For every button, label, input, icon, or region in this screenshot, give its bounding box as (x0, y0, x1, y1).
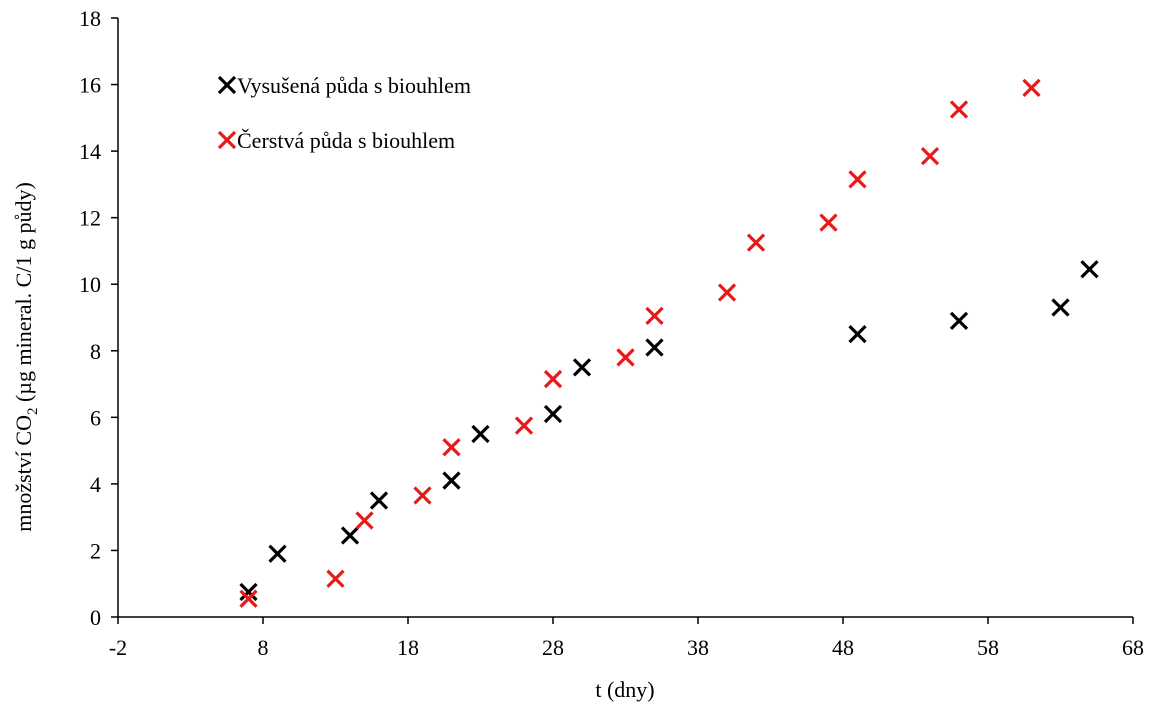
legend-marker-series-1 (217, 75, 237, 95)
legend: Vysušená půda s biouhlem Čerstvá půda s b… (217, 73, 471, 153)
data-point-series-1 (369, 491, 389, 510)
data-point-series-2 (442, 438, 461, 457)
x-tick-label: 68 (1122, 635, 1144, 660)
axes (117, 18, 1133, 618)
x-tick-label: -2 (109, 635, 127, 660)
data-point-series-1 (543, 404, 563, 424)
data-point-series-2 (543, 369, 563, 389)
legend-label-series-2: Čerstvá půda s biouhlem (237, 128, 455, 153)
y-tick-label: 16 (79, 73, 101, 98)
y-tick-label: 8 (90, 339, 101, 364)
y-tick-label: 4 (90, 472, 101, 497)
legend-label-series-1: Vysušená půda s biouhlem (237, 73, 471, 98)
data-point-series-1 (645, 338, 664, 357)
y-tick-label: 12 (79, 206, 101, 231)
x-tick-label: 28 (542, 635, 564, 660)
data-point-series-2 (1022, 78, 1041, 98)
y-ticks: 0 2 4 6 8 10 12 14 16 18 (79, 6, 118, 630)
data-point-series-1 (1051, 298, 1070, 317)
y-axis-title-subscript: 2 (25, 408, 41, 416)
data-point-series-1 (848, 325, 867, 344)
y-tick-label: 6 (90, 405, 101, 430)
data-point-series-1 (340, 526, 360, 545)
data-points (239, 78, 1099, 608)
x-ticks: -2 8 18 28 38 48 58 68 (109, 617, 1144, 660)
x-axis-title: t (dny) (595, 677, 654, 702)
data-point-series-2 (848, 170, 867, 189)
data-point-series-2 (920, 146, 940, 166)
data-point-series-1 (471, 424, 490, 444)
y-tick-label: 18 (79, 6, 101, 31)
x-tick-label: 38 (687, 635, 709, 660)
data-point-series-2 (746, 233, 766, 252)
y-tick-label: 0 (90, 605, 101, 630)
data-point-series-2 (239, 589, 258, 608)
data-point-series-2 (819, 213, 838, 232)
y-tick-label: 10 (79, 272, 101, 297)
x-tick-label: 58 (977, 635, 999, 660)
legend-marker-series-2 (217, 130, 237, 150)
x-tick-label: 48 (832, 635, 854, 660)
data-point-series-2 (616, 348, 635, 367)
y-axis-title-prefix: množství CO (11, 415, 36, 532)
data-point-series-2 (717, 283, 737, 302)
data-point-series-1 (442, 471, 461, 490)
data-point-series-2 (949, 100, 969, 119)
data-point-series-1 (572, 358, 592, 377)
y-axis-title: množství CO2 (µg mineral. C/1 g půdy) (11, 182, 41, 532)
data-point-series-1 (268, 544, 287, 563)
data-point-series-2 (413, 486, 432, 505)
data-point-series-2 (514, 416, 534, 435)
y-tick-label: 2 (90, 538, 101, 563)
data-point-series-2 (326, 569, 345, 588)
data-point-series-1 (1080, 260, 1099, 279)
data-point-series-1 (949, 311, 969, 330)
x-tick-label: 18 (397, 635, 419, 660)
x-tick-label: 8 (258, 635, 269, 660)
data-point-series-2 (355, 511, 374, 530)
y-axis-title-suffix: (µg mineral. C/1 g půdy) (11, 182, 36, 407)
y-tick-label: 14 (79, 139, 101, 164)
data-point-series-2 (645, 306, 664, 325)
data-point-series-1 (239, 582, 258, 602)
